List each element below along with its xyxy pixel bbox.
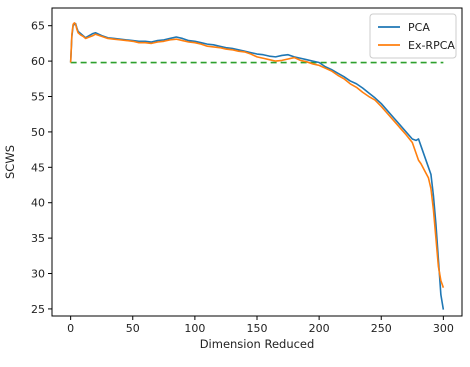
legend-box — [369, 13, 457, 59]
x-tick-label: 100 — [184, 322, 205, 335]
x-tick-label: 150 — [247, 322, 268, 335]
y-tick-label: 35 — [31, 232, 45, 245]
y-tick-label: 60 — [31, 55, 45, 68]
x-tick-label: 250 — [371, 322, 392, 335]
x-tick-label: 300 — [433, 322, 454, 335]
y-tick-label: 25 — [31, 303, 45, 316]
x-tick-label: 50 — [126, 322, 140, 335]
legend-label-pca: PCA — [408, 21, 430, 34]
y-tick-label: 50 — [31, 126, 45, 139]
x-axis-ticks: 0 50 100 150 200 250 300 — [67, 316, 454, 335]
y-axis-label: SCWS — [3, 145, 17, 179]
y-tick-label: 55 — [31, 91, 45, 104]
y-tick-label: 65 — [31, 20, 45, 33]
legend: PCA Ex-RPCA — [369, 13, 457, 59]
x-axis-label: Dimension Reduced — [200, 337, 315, 351]
y-tick-label: 45 — [31, 161, 45, 174]
plot-lines — [69, 22, 445, 310]
x-tick-label: 0 — [67, 322, 74, 335]
x-tick-label: 200 — [309, 322, 330, 335]
y-axis-ticks: 25 30 35 40 45 50 55 60 65 — [31, 20, 52, 316]
legend-label-ex-rpca: Ex-RPCA — [408, 39, 455, 52]
y-tick-label: 40 — [31, 197, 45, 210]
series-line-pca — [69, 22, 445, 310]
series-line-ex-rpca — [69, 22, 445, 288]
y-tick-label: 30 — [31, 268, 45, 281]
